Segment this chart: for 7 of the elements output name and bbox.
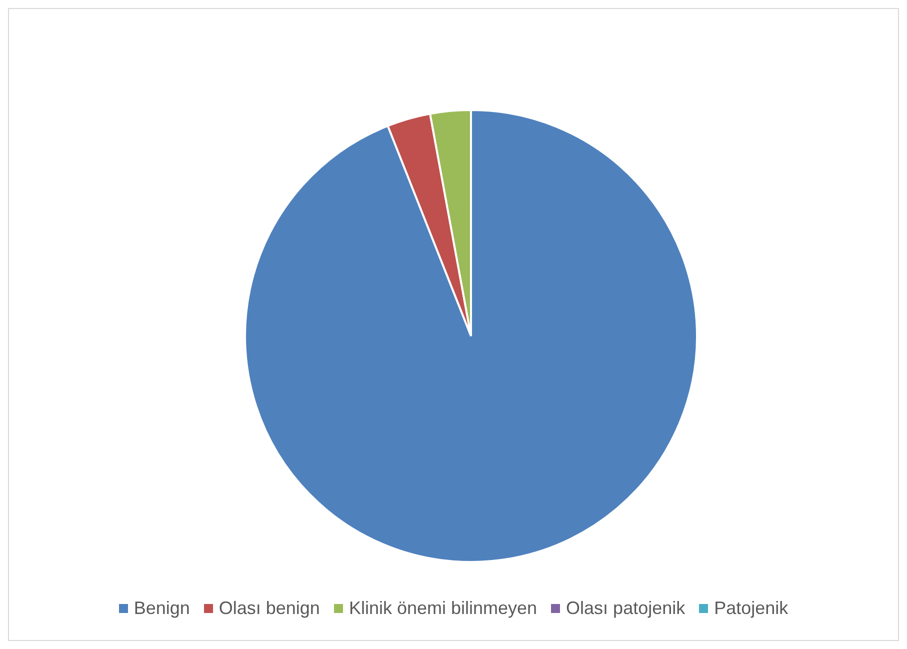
legend-label: Benign bbox=[132, 598, 190, 619]
pie-slice bbox=[244, 109, 698, 563]
legend-label: Olası benign bbox=[218, 598, 320, 619]
legend-label: Olası patojenik bbox=[565, 598, 686, 619]
legend-label: Klinik önemi bilinmeyen bbox=[348, 598, 538, 619]
legend-label: Patojenik bbox=[713, 598, 788, 619]
pie-slice bbox=[386, 112, 472, 337]
